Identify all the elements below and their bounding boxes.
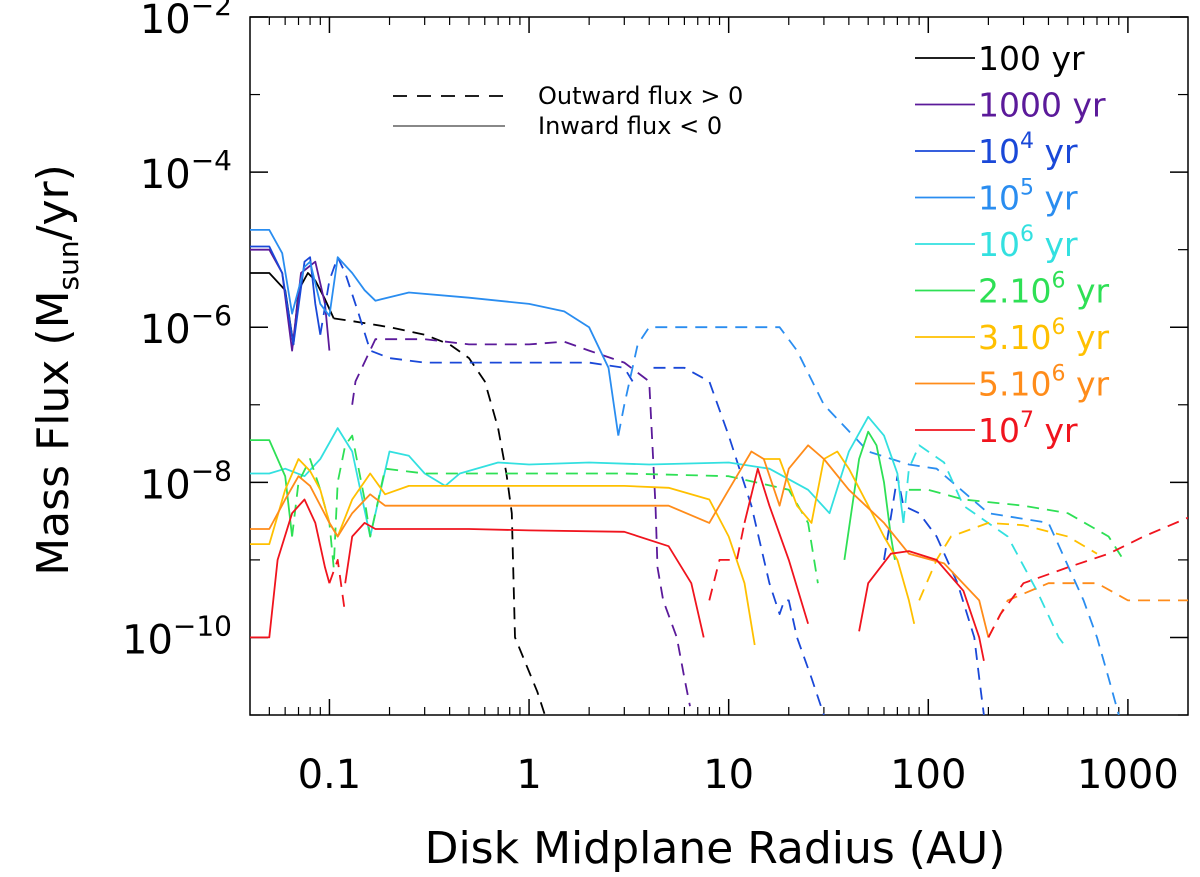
x-axis-label: Disk Midplane Radius (AU) [425,823,1006,874]
series-3 [250,245,985,715]
y-tick-label: 10−8 [140,454,232,508]
series-9 [250,467,1188,661]
y-axis-label: Mass Flux (Msun/yr) [28,164,85,576]
series-2 [250,248,691,707]
x-tick-label: 100 [890,752,966,798]
legend-label: 104 yr [978,129,1078,171]
legend-label: 2.106 yr [978,269,1110,311]
y-tick-label: 10−4 [140,144,232,198]
linestyle-label: Outward flux > 0 [538,82,743,110]
y-axis-label-end: /yr) [28,164,79,240]
legend-label: 100 yr [978,39,1085,78]
series-line-inward [843,430,896,561]
series-7 [250,450,1098,646]
series-line-inward [858,550,985,661]
series-layer [250,228,1188,715]
legend-label: 3.106 yr [978,315,1110,357]
y-tick-label: 10−10 [122,609,232,663]
minor-ticks [250,17,1188,716]
legend-label: 5.106 yr [978,362,1110,404]
series-line-inward [344,522,705,638]
legend-label: 105 yr [978,176,1078,218]
y-axis-label-sub: sun [52,240,85,290]
series-line-outward [883,475,985,715]
series-4 [250,228,1120,715]
series-5 [250,415,1069,651]
y-axis-ticks: 10−10 10−8 10−6 10−4 10−2 [122,0,1188,663]
series-line-inward [250,498,331,639]
series-line-inward [250,245,322,346]
series-line-outward [333,317,546,715]
series-line-inward [250,439,293,537]
series-line-inward [250,415,905,538]
linestyle-label: Inward flux < 0 [538,112,722,140]
series-line-outward [987,582,1188,638]
legend-label: 107 yr [978,408,1078,450]
series-line-outward [319,256,634,382]
y-tick-label: 10−6 [140,299,232,353]
y-axis-label-main: Mass Flux (M [28,290,79,575]
legend-label: 106 yr [978,222,1078,264]
series-line-inward [250,248,331,352]
x-axis-ticks: 0.1 1 10 100 1000 [298,17,1179,798]
series-8 [250,444,1188,638]
series-line-inward [743,467,809,625]
series-line-inward [250,228,620,436]
x-tick-label: 1000 [1077,752,1179,798]
x-tick-label: 1 [516,752,541,798]
series-6 [250,430,1125,584]
series-line-outward [617,326,1120,715]
series-line-outward [653,366,825,715]
series-line-outward [328,559,347,615]
series-line-outward [291,434,819,584]
series-line-inward [250,444,990,638]
series-line-inward [250,458,756,646]
series-line-outward [902,444,1069,651]
x-tick-label: 0.1 [298,752,362,798]
series-line-outward [987,516,1188,638]
legend-label: 1000 yr [978,86,1106,125]
series-line-outward [708,522,746,601]
x-tick-label: 10 [703,752,754,798]
series-line-inward [763,450,916,624]
series-line-outward [918,522,1098,601]
series-line-outward [908,488,1125,561]
series-line-outward [351,338,691,707]
y-tick-label: 10−2 [140,0,232,43]
